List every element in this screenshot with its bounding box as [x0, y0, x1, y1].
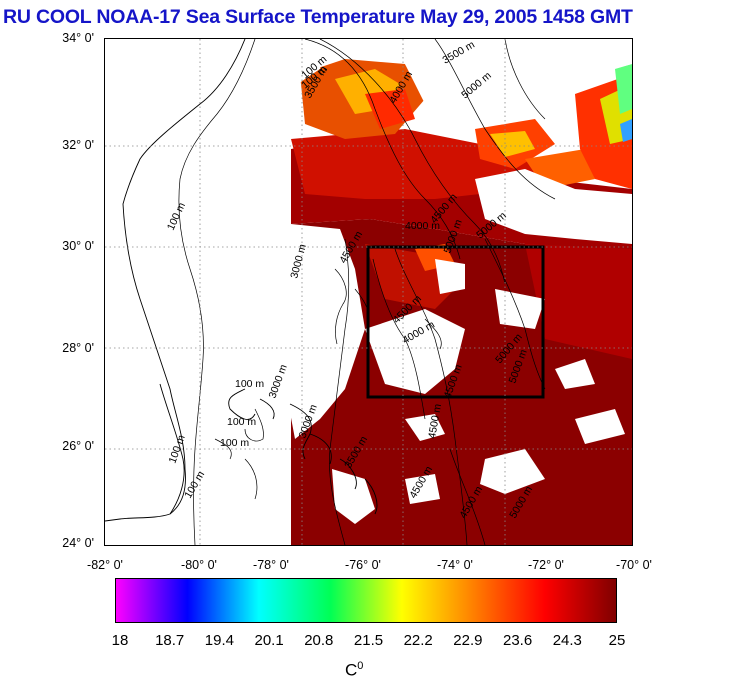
- y-tick-label: 30° 0': [62, 239, 94, 253]
- contour-label: 100 m: [227, 416, 256, 428]
- contour-label: 4000 m: [405, 220, 440, 232]
- colorbar-tick-label: 22.2: [403, 632, 433, 649]
- x-tick-label: -72° 0': [528, 558, 564, 572]
- colorbar: [115, 578, 617, 623]
- y-tick-label: 32° 0': [62, 138, 94, 152]
- unit-superscript: 0: [357, 660, 364, 672]
- x-tick-label: -76° 0': [345, 558, 381, 572]
- contour-label: 100 m: [220, 437, 249, 449]
- y-tick-label: 26° 0': [62, 439, 94, 453]
- graticule: [105, 39, 632, 545]
- sst-coverage: [105, 39, 632, 545]
- colorbar-tick-label: 21.5: [353, 632, 384, 649]
- y-tick-label: 24° 0': [62, 536, 94, 550]
- unit-label: C: [345, 660, 358, 680]
- x-tick-label: -74° 0': [437, 558, 473, 572]
- colorbar-tick-label: 25: [608, 632, 626, 649]
- colorbar-tick-label: 20.8: [304, 632, 334, 649]
- colorbar-tick-label: 20.1: [254, 632, 284, 649]
- colorbar-tick-label: 18.7: [155, 632, 185, 649]
- sst-map: 100 m 100 m 100 m 100 m 100 m 100 m 100 m 100 m…: [104, 38, 633, 546]
- colorbar-unit: C0: [345, 660, 363, 681]
- contour-label: 100 m: [235, 378, 264, 390]
- x-tick-label: -70° 0': [616, 558, 652, 572]
- study-area-box: [366, 245, 545, 399]
- colorbar-tick-label: 24.3: [552, 632, 582, 649]
- y-tick-label: 34° 0': [62, 31, 94, 45]
- colorbar-tick-label: 18: [111, 632, 129, 649]
- bathymetry-contours: [178, 39, 556, 545]
- colorbar-tick-label: 23.6: [502, 632, 533, 649]
- colorbar-tick-label: 19.4: [204, 632, 234, 649]
- coastline: [105, 39, 378, 522]
- x-tick-label: -82° 0': [87, 558, 123, 572]
- colorbar-tick-label: 22.9: [453, 632, 483, 649]
- x-tick-label: -78° 0': [253, 558, 289, 572]
- y-tick-label: 28° 0': [62, 341, 94, 355]
- x-tick-label: -80° 0': [181, 558, 217, 572]
- map-title: RU COOL NOAA-17 Sea Surface Temperature …: [3, 6, 633, 28]
